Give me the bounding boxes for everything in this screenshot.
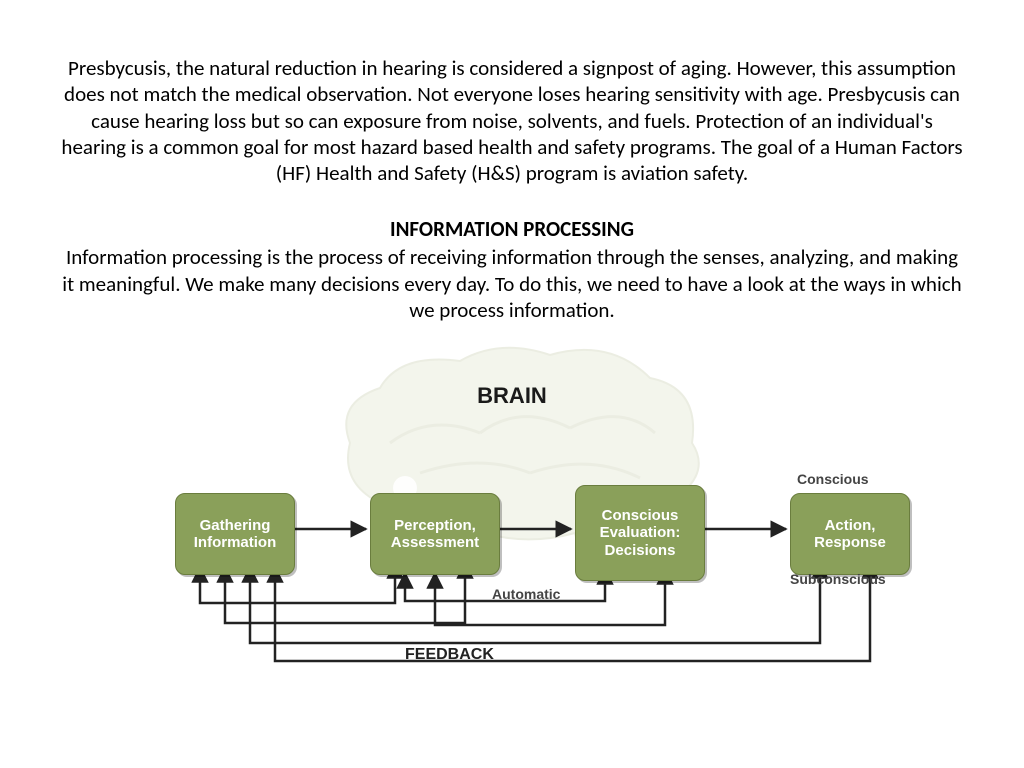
flow-node-percept: Perception, Assessment [370,493,500,575]
annotation-conscious: Conscious [797,471,869,487]
flow-node-gather: Gathering Information [175,493,295,575]
flow-node-action: Action, Response [790,493,910,575]
brain-label: BRAIN [0,383,1024,409]
section-heading: INFORMATION PROCESSING [0,216,1024,242]
information-processing-diagram: BRAIN Gathering Information Perception, A… [0,343,1024,683]
annotation-subconscious: Subconscious [790,571,886,587]
annotation-automatic: Automatic [492,586,560,602]
flow-node-label: Gathering Information [194,517,277,552]
flow-node-decide: Conscious Evaluation: Decisions [575,485,705,581]
section-paragraph: Information processing is the process of… [0,242,1024,333]
flow-node-label: Action, Response [814,517,886,552]
flow-node-label: Perception, Assessment [391,517,479,552]
flow-node-label: Conscious Evaluation: Decisions [600,507,681,559]
feedback-label: FEEDBACK [405,646,494,664]
intro-paragraph: Presbycusis, the natural reduction in he… [0,0,1024,196]
